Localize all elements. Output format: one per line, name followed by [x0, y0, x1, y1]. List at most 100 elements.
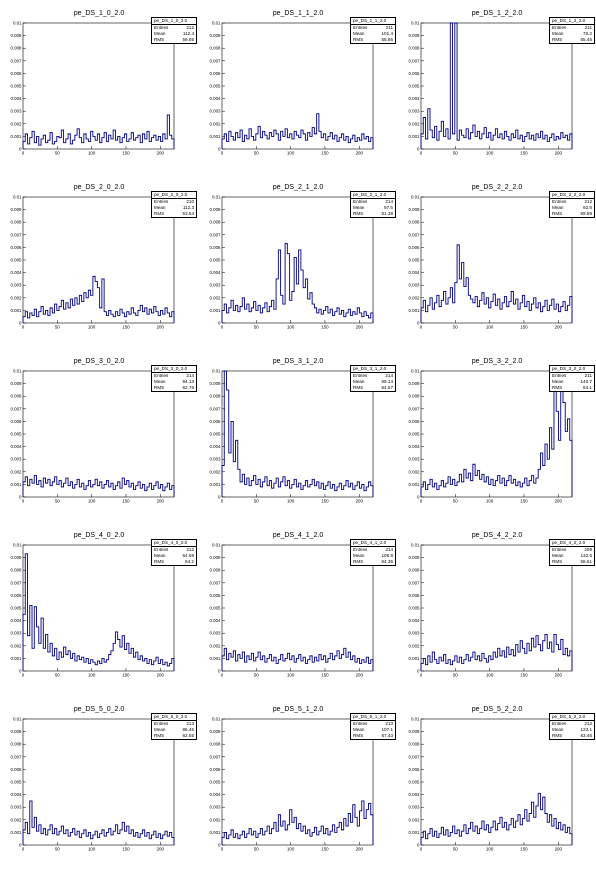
x-tick-label: 50: [453, 673, 458, 678]
y-tick-label: 0.008: [409, 220, 421, 225]
stats-row-mean: Mean 140.7: [550, 379, 594, 385]
y-tick-label: 0.002: [11, 121, 23, 126]
histogram-plot: 0 0.001 0.002 0.003 0.004 0.005 0.006 0.007 0.00…: [11, 369, 175, 504]
histogram-plot: 0 0.001 0.002 0.003 0.004 0.005 0.006 0.007 0.00…: [210, 543, 374, 678]
y-tick-label: 0.008: [409, 568, 421, 573]
y-tick-label: 0.009: [409, 381, 421, 386]
x-tick-label: 100: [486, 673, 494, 678]
stats-row-entries: Entries 214: [351, 547, 395, 553]
stats-row-rms: RMS 63.46: [550, 733, 594, 739]
stats-name: pe_DS_2_0_2.0: [152, 192, 196, 199]
x-tick-label: 0: [420, 499, 423, 504]
stats-box: pe_DS_5_0_2.0 Entries 213 Mean 86.46 RMS 62.55: [151, 713, 197, 740]
stats-row-mean: Mean 76.2: [550, 31, 594, 37]
x-tick-label: 0: [420, 673, 423, 678]
y-tick-label: 0.006: [409, 419, 421, 424]
y-tick-label: 0.006: [11, 71, 23, 76]
stats-value: 101.4: [381, 31, 394, 36]
stats-name: pe_DS_5_0_2.0: [152, 714, 196, 721]
stats-row-rms: RMS 58.61: [550, 559, 594, 565]
y-tick-label: 0.007: [409, 406, 421, 411]
y-tick-label: 0.004: [210, 444, 222, 449]
y-tick-label: 0.009: [409, 555, 421, 560]
stats-value: 86.46: [182, 727, 195, 732]
stats-name: pe_DS_1_2_2.0: [550, 18, 594, 25]
x-tick-label: 100: [287, 325, 295, 330]
y-tick-label: 0.009: [210, 207, 222, 212]
x-tick-label: 0: [221, 847, 224, 852]
x-tick-label: 150: [321, 151, 329, 156]
y-tick-label: 0.009: [409, 33, 421, 38]
x-tick-label: 150: [520, 325, 528, 330]
y-tick-label: 0.009: [210, 555, 222, 560]
stats-value: 55.65: [381, 37, 394, 42]
y-tick-label: 0.001: [11, 308, 23, 313]
stats-row-rms: RMS 59.65: [152, 37, 196, 43]
x-tick-label: 100: [486, 325, 494, 330]
y-tick-label: 0.007: [11, 580, 23, 585]
y-tick-label: 0.002: [11, 295, 23, 300]
stats-row-rms: RMS 64.35: [351, 559, 395, 565]
histogram-panel: 0 0.001 0.002 0.003 0.004 0.005 0.006 0.007 0.00…: [199, 174, 397, 348]
histogram-plot: 0 0.001 0.002 0.003 0.004 0.005 0.006 0.007 0.00…: [11, 543, 175, 678]
stats-row-rms: RMS 55.45: [550, 37, 594, 43]
y-tick-label: 0.004: [210, 618, 222, 623]
stats-value: 58.61: [580, 559, 593, 564]
y-tick-label: 0.003: [210, 457, 222, 462]
x-tick-label: 200: [555, 151, 563, 156]
histogram-line: [221, 370, 374, 497]
stats-value: 64.69: [182, 553, 195, 558]
y-tick-label: 0.002: [409, 817, 421, 822]
histogram-line: [22, 800, 175, 845]
y-tick-label: 0: [218, 321, 221, 326]
y-tick-label: 0.001: [409, 830, 421, 835]
panel-title: pe_DS_1_2_2.0: [471, 10, 523, 17]
panel-title: pe_DS_5_1_2.0: [272, 706, 324, 713]
stats-label: Entries: [353, 721, 368, 726]
y-tick-label: 0.006: [409, 593, 421, 598]
y-tick-label: 0: [19, 843, 22, 848]
x-tick-label: 200: [157, 499, 165, 504]
stats-value: 211: [385, 25, 393, 30]
stats-value: 67.43: [381, 733, 394, 738]
stats-value: 212: [186, 25, 194, 30]
y-tick-label: 0: [218, 147, 221, 152]
histogram-line: [22, 114, 175, 149]
y-tick-label: 0.007: [11, 232, 23, 237]
stats-label: RMS: [353, 37, 364, 42]
stats-label: Mean: [353, 553, 365, 558]
stats-value: 92.8: [583, 205, 592, 210]
stats-label: Mean: [353, 727, 365, 732]
stats-value: 140.7: [580, 379, 593, 384]
stats-label: Mean: [154, 31, 166, 36]
y-tick-label: 0.001: [11, 830, 23, 835]
y-tick-label: 0.003: [409, 109, 421, 114]
x-tick-label: 50: [254, 673, 259, 678]
stats-box: pe_DS_4_0_2.0 Entries 212 Mean 64.69 RMS 64.2: [151, 539, 197, 566]
x-tick-label: 200: [356, 673, 364, 678]
stats-name: pe_DS_2_1_2.0: [351, 192, 395, 199]
stats-value: 63.46: [580, 733, 593, 738]
y-tick-label: 0.01: [411, 717, 420, 722]
stats-label: RMS: [353, 733, 364, 738]
y-tick-label: 0.006: [11, 419, 23, 424]
y-tick-label: 0.004: [409, 96, 421, 101]
stats-value: 112.3: [182, 205, 194, 210]
y-tick-label: 0.004: [409, 444, 421, 449]
stats-value: 213: [186, 721, 194, 726]
stats-row-entries: Entries 214: [351, 199, 395, 205]
stats-label: Entries: [552, 25, 567, 30]
histogram-line: [22, 475, 175, 497]
y-tick-label: 0.004: [210, 270, 222, 275]
y-tick-label: 0.004: [409, 270, 421, 275]
y-tick-label: 0.009: [210, 729, 222, 734]
panel-title: pe_DS_3_2_2.0: [471, 358, 523, 365]
y-tick-label: 0.004: [409, 618, 421, 623]
histogram-line: [22, 275, 175, 323]
y-tick-label: 0.006: [11, 245, 23, 250]
x-tick-label: 0: [221, 499, 224, 504]
stats-value: 62.76: [182, 385, 195, 390]
stats-name: pe_DS_4_0_2.0: [152, 540, 196, 547]
stats-value: 213: [385, 721, 393, 726]
y-tick-label: 0.001: [409, 656, 421, 661]
